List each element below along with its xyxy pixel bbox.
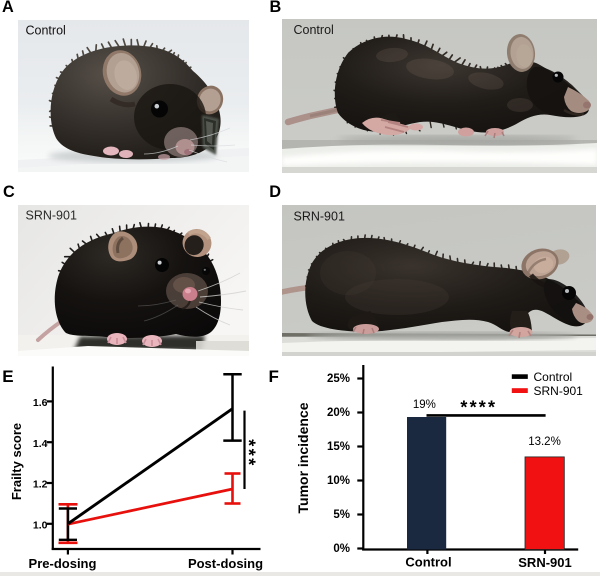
svg-text:20%: 20% [327, 407, 350, 419]
svg-text:SRN-901: SRN-901 [294, 210, 345, 224]
svg-text:19%: 19% [413, 399, 436, 411]
svg-text:SRN-901: SRN-901 [518, 555, 571, 570]
svg-text:0%: 0% [333, 543, 350, 555]
svg-text:Control: Control [26, 24, 66, 38]
svg-text:13.2%: 13.2% [528, 436, 561, 448]
svg-text:Tumor incidence: Tumor incidence [295, 402, 311, 513]
svg-text:Frailty score: Frailty score [9, 423, 24, 500]
svg-text:Pre-dosing: Pre-dosing [29, 556, 97, 571]
svg-text:Post-dosing: Post-dosing [188, 556, 263, 571]
svg-text:Control: Control [405, 555, 451, 570]
svg-text:5%: 5% [333, 509, 350, 521]
svg-text:SRN-901: SRN-901 [534, 384, 584, 398]
svg-text:***: *** [239, 439, 259, 468]
svg-text:15%: 15% [327, 441, 350, 453]
svg-text:1.4: 1.4 [33, 438, 48, 450]
svg-text:****: **** [460, 398, 497, 418]
svg-text:SRN-901: SRN-901 [26, 209, 77, 223]
svg-text:10%: 10% [327, 475, 350, 487]
svg-text:Control: Control [534, 370, 573, 384]
svg-text:1.6: 1.6 [33, 397, 48, 409]
svg-text:1.0: 1.0 [33, 519, 48, 531]
svg-text:Control: Control [294, 23, 334, 37]
svg-text:25%: 25% [327, 373, 350, 385]
svg-text:1.2: 1.2 [33, 479, 48, 491]
